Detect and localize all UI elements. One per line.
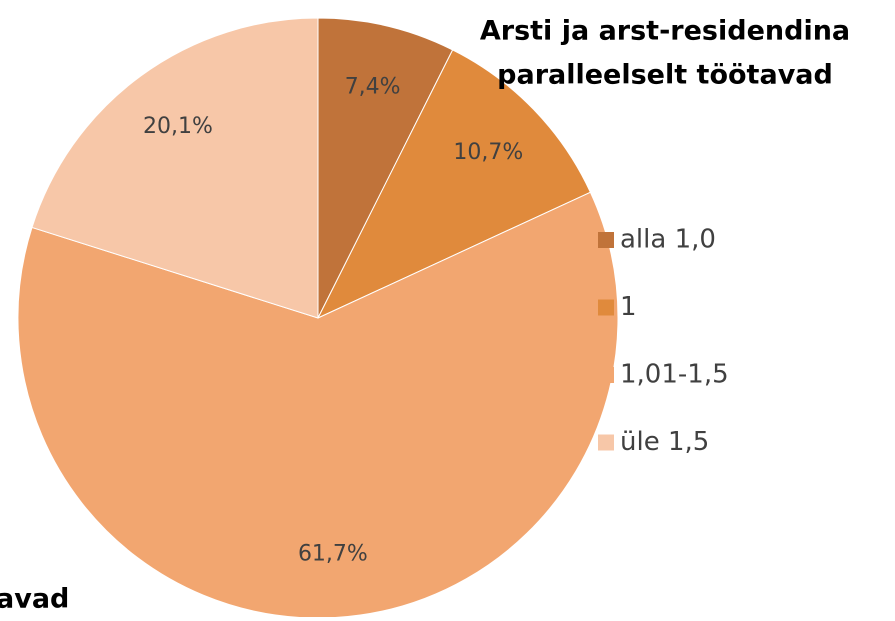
- pie-slice: [31, 17, 319, 319]
- annotation: avad: [0, 584, 69, 615]
- data-label: 10,7%: [453, 140, 523, 165]
- legend-swatch: [598, 299, 614, 316]
- pie-slice: [317, 17, 454, 319]
- data-label: 7,4%: [345, 74, 401, 99]
- legend-label: 1: [620, 292, 637, 322]
- data-label: 20,1%: [143, 114, 213, 139]
- data-label: 61,7%: [298, 542, 368, 567]
- legend-swatch: [598, 232, 614, 248]
- pie-slice: [316, 49, 592, 320]
- legend-swatch: [598, 434, 614, 451]
- legend-label: alla 1,0: [620, 225, 716, 255]
- legend-label: 1,01-1,5: [620, 360, 729, 390]
- legend-label: üle 1,5: [620, 427, 709, 457]
- legend-swatch: [598, 367, 614, 383]
- chart-title: Arsti ja arst-residendina: [480, 16, 850, 47]
- chart-title: paralleelselt töötavad: [497, 60, 833, 91]
